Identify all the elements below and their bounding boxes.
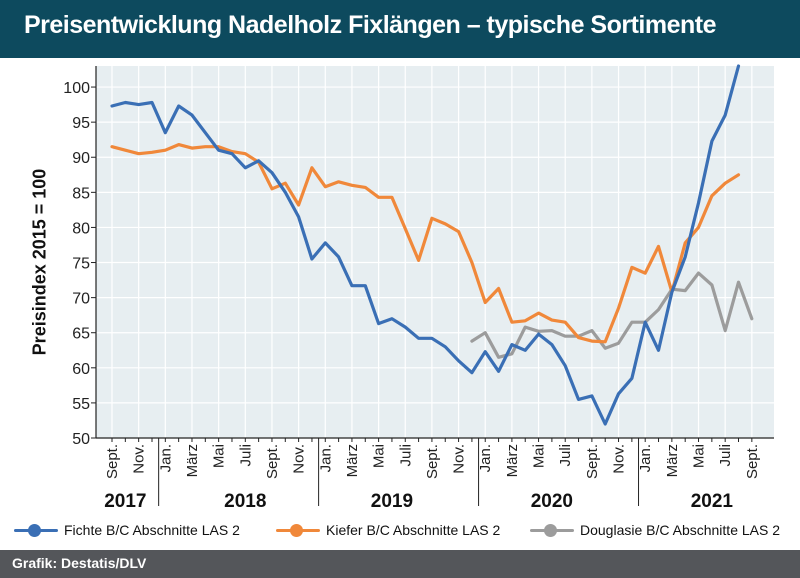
x-tick-label: Sept. [584, 444, 601, 479]
x-tick-label: März [344, 444, 361, 477]
line-fichte [110, 64, 741, 426]
x-tick-label: Nov. [131, 444, 148, 474]
legend-label-kiefer: Kiefer B/C Abschnitte LAS 2 [326, 522, 501, 538]
x-tick-label: März [504, 444, 521, 477]
legend-label-douglasie: Douglasie B/C Abschnitte LAS 2 [580, 522, 781, 538]
x-tick-label: Mai [371, 444, 388, 468]
x-tick-label: März [664, 444, 681, 477]
x-tick-label: Mai [531, 444, 548, 468]
y-tick-label: 50 [72, 431, 90, 448]
x-tick-label: Mai [211, 444, 228, 468]
x-tick-label: Juli [717, 444, 734, 467]
x-tick-label: Nov. [451, 444, 468, 474]
line-chart: 50 55 60 65 70 75 80 85 90 95 100 Sept. Nov. Jan. März… [63, 64, 774, 512]
y-axis-label: Preisindex 2015 = 100 [29, 168, 50, 356]
x-tick-label: Juli [237, 444, 254, 467]
x-tick-label: Sept. [264, 444, 281, 479]
chart-title: Preisentwicklung Nadelholz Fixlängen – t… [24, 11, 717, 39]
y-tick-label: 100 [63, 80, 90, 97]
x-tick-label: Jan. [477, 444, 494, 472]
source-credit: Grafik: Destatis/DLV [12, 555, 147, 571]
x-tick-label: Nov. [291, 444, 308, 474]
legend-item-fichte: Fichte B/C Abschnitte LAS 2 [14, 522, 240, 538]
x-tick-label: Jan. [157, 444, 174, 472]
y-tick-label: 85 [72, 185, 90, 202]
y-tick-label: 95 [72, 115, 90, 132]
legend-item-kiefer: Kiefer B/C Abschnitte LAS 2 [276, 522, 500, 538]
y-tick-label: 55 [72, 396, 90, 413]
year-label: 2018 [224, 491, 266, 512]
legend-swatch-douglasie [530, 523, 574, 537]
y-tick-label: 90 [72, 150, 90, 167]
y-tick-label: 70 [72, 291, 90, 308]
footer-bar: Grafik: Destatis/DLV [0, 550, 800, 578]
x-tick-label: Sept. [744, 444, 761, 479]
x-tick-label: Mai [691, 444, 708, 468]
x-tick-label: Juli [557, 444, 574, 467]
legend-item-douglasie: Douglasie B/C Abschnitte LAS 2 [530, 522, 780, 538]
x-tick-label: März [184, 444, 201, 477]
y-tick-label: 60 [72, 361, 90, 378]
legend-swatch-kiefer [276, 523, 320, 537]
x-tick-label: Nov. [611, 444, 628, 474]
y-tick-label: 80 [72, 220, 90, 237]
y-tick-label: 75 [72, 256, 90, 273]
year-label: 2019 [371, 491, 413, 512]
y-tick-label: 65 [72, 326, 90, 343]
x-tick-label: Sept. [424, 444, 441, 479]
legend-swatch-fichte [14, 523, 58, 537]
year-label: 2021 [691, 491, 734, 512]
header-bar: Preisentwicklung Nadelholz Fixlängen – t… [0, 0, 800, 58]
x-tick-label: Juli [397, 444, 414, 467]
x-tick-label: Sept. [104, 444, 121, 479]
year-label: 2020 [531, 491, 573, 512]
line-kiefer [110, 143, 741, 344]
year-label: 2017 [104, 491, 146, 512]
x-tick-label: Jan. [317, 444, 334, 472]
line-douglasie [470, 271, 754, 359]
x-tick-label: Jan. [637, 444, 654, 472]
legend-label-fichte: Fichte B/C Abschnitte LAS 2 [64, 522, 240, 538]
legend: Fichte B/C Abschnitte LAS 2 Kiefer B/C A… [0, 522, 800, 544]
